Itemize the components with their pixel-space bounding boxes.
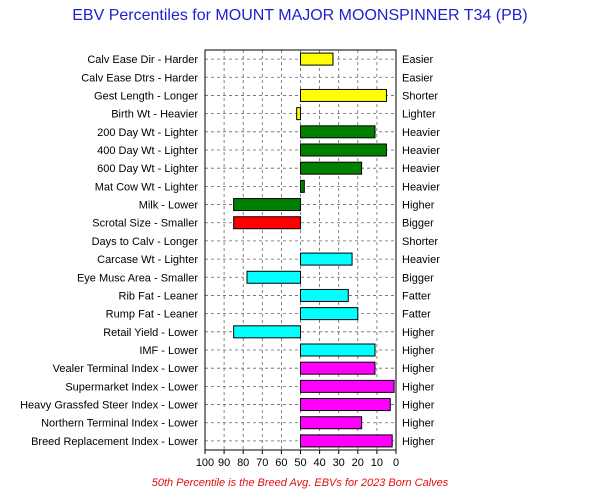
trait-label-right: Higher bbox=[402, 381, 435, 393]
x-tick-label: 40 bbox=[313, 457, 325, 469]
bars bbox=[233, 52, 395, 448]
trait-label-right: Heavier bbox=[402, 127, 440, 139]
trait-labels: Calv Ease Dir - Harder Easier Calv Ease Dt… bbox=[20, 54, 440, 448]
trait-label-right: Heavier bbox=[402, 254, 440, 266]
trait-label-left: Northern Terminal Index - Lower bbox=[41, 418, 198, 430]
bar-11 bbox=[300, 252, 353, 266]
trait-label-right: Shorter bbox=[402, 90, 438, 102]
bar-12 bbox=[246, 270, 302, 284]
trait-label-right: Higher bbox=[402, 200, 435, 212]
x-tick-label: 50 bbox=[294, 457, 306, 469]
trait-label-right: Heavier bbox=[402, 163, 440, 175]
bar-21 bbox=[300, 434, 393, 448]
x-tick-label: 10 bbox=[371, 457, 383, 469]
bar-2 bbox=[300, 88, 387, 102]
x-tick-label: 70 bbox=[256, 457, 268, 469]
x-tick-label: 90 bbox=[218, 457, 230, 469]
chart-title: EBV Percentiles for MOUNT MAJOR MOONSPIN… bbox=[72, 7, 528, 24]
bar-5 bbox=[300, 143, 387, 157]
trait-label-right: Lighter bbox=[402, 109, 436, 121]
trait-label-left: 400 Day Wt - Lighter bbox=[97, 145, 198, 157]
trait-label-left: Calv Ease Dir - Harder bbox=[87, 54, 198, 66]
bar-7 bbox=[300, 179, 305, 193]
trait-label-left: Carcase Wt - Lighter bbox=[97, 254, 198, 266]
x-axis-ticks: 100 90 80 70 60 50 40 30 20 10 0 bbox=[196, 450, 399, 469]
bar-16 bbox=[300, 343, 376, 357]
bar-13 bbox=[300, 288, 349, 302]
trait-label-left: Breed Replacement Index - Lower bbox=[31, 436, 198, 448]
x-tick-label: 80 bbox=[237, 457, 249, 469]
trait-label-left: Calv Ease Dtrs - Harder bbox=[81, 72, 198, 84]
x-tick-label: 30 bbox=[333, 457, 345, 469]
trait-label-left: Scrotal Size - Smaller bbox=[92, 218, 198, 230]
trait-label-right: Higher bbox=[402, 327, 435, 339]
trait-label-right: Bigger bbox=[402, 272, 434, 284]
trait-label-right: Higher bbox=[402, 418, 435, 430]
bar-18 bbox=[300, 379, 395, 393]
trait-label-right: Higher bbox=[402, 400, 435, 412]
trait-label-left: Retail Yield - Lower bbox=[103, 327, 198, 339]
trait-label-left: Supermarket Index - Lower bbox=[65, 381, 198, 393]
trait-label-right: Bigger bbox=[402, 218, 434, 230]
x-tick-label: 20 bbox=[352, 457, 364, 469]
x-tick-label: 60 bbox=[275, 457, 287, 469]
trait-label-right: Easier bbox=[402, 54, 434, 66]
trait-label-left: Birth Wt - Heavier bbox=[111, 109, 198, 121]
chart-footnote: 50th Percentile is the Breed Avg. EBVs f… bbox=[152, 477, 449, 489]
trait-label-left: Rump Fat - Leaner bbox=[106, 309, 199, 321]
bar-6 bbox=[300, 161, 363, 175]
trait-label-left: Gest Length - Longer bbox=[94, 90, 198, 102]
trait-label-right: Fatter bbox=[402, 290, 431, 302]
trait-label-left: 200 Day Wt - Lighter bbox=[97, 127, 198, 139]
bar-14 bbox=[300, 307, 359, 321]
plot-frame bbox=[204, 49, 397, 451]
trait-label-left: 600 Day Wt - Lighter bbox=[97, 163, 198, 175]
trait-label-right: Fatter bbox=[402, 309, 431, 321]
trait-label-right: Shorter bbox=[402, 236, 438, 248]
bar-8 bbox=[233, 198, 301, 212]
x-tick-label: 100 bbox=[196, 457, 214, 469]
trait-label-right: Heavier bbox=[402, 145, 440, 157]
trait-label-left: Milk - Lower bbox=[139, 200, 199, 212]
trait-label-right: Heavier bbox=[402, 181, 440, 193]
trait-label-left: Heavy Grassfed Steer Index - Lower bbox=[20, 400, 198, 412]
bar-15 bbox=[233, 325, 301, 339]
trait-label-left: Mat Cow Wt - Lighter bbox=[95, 181, 199, 193]
bar-4 bbox=[300, 125, 376, 139]
trait-label-left: Rib Fat - Leaner bbox=[119, 290, 199, 302]
trait-label-left: Vealer Terminal Index - Lower bbox=[53, 363, 199, 375]
trait-label-right: Higher bbox=[402, 436, 435, 448]
bar-20 bbox=[300, 416, 363, 430]
trait-label-right: Higher bbox=[402, 363, 435, 375]
trait-label-right: Easier bbox=[402, 72, 434, 84]
trait-label-right: Higher bbox=[402, 345, 435, 357]
trait-label-left: IMF - Lower bbox=[139, 345, 198, 357]
x-tick-label: 0 bbox=[393, 457, 399, 469]
bar-9 bbox=[233, 216, 301, 230]
bar-3 bbox=[296, 107, 301, 121]
trait-label-left: Eye Musc Area - Smaller bbox=[77, 272, 198, 284]
bar-17 bbox=[300, 361, 376, 375]
bar-0 bbox=[300, 52, 334, 66]
bar-19 bbox=[300, 398, 391, 412]
trait-label-left: Days to Calv - Longer bbox=[92, 236, 199, 248]
